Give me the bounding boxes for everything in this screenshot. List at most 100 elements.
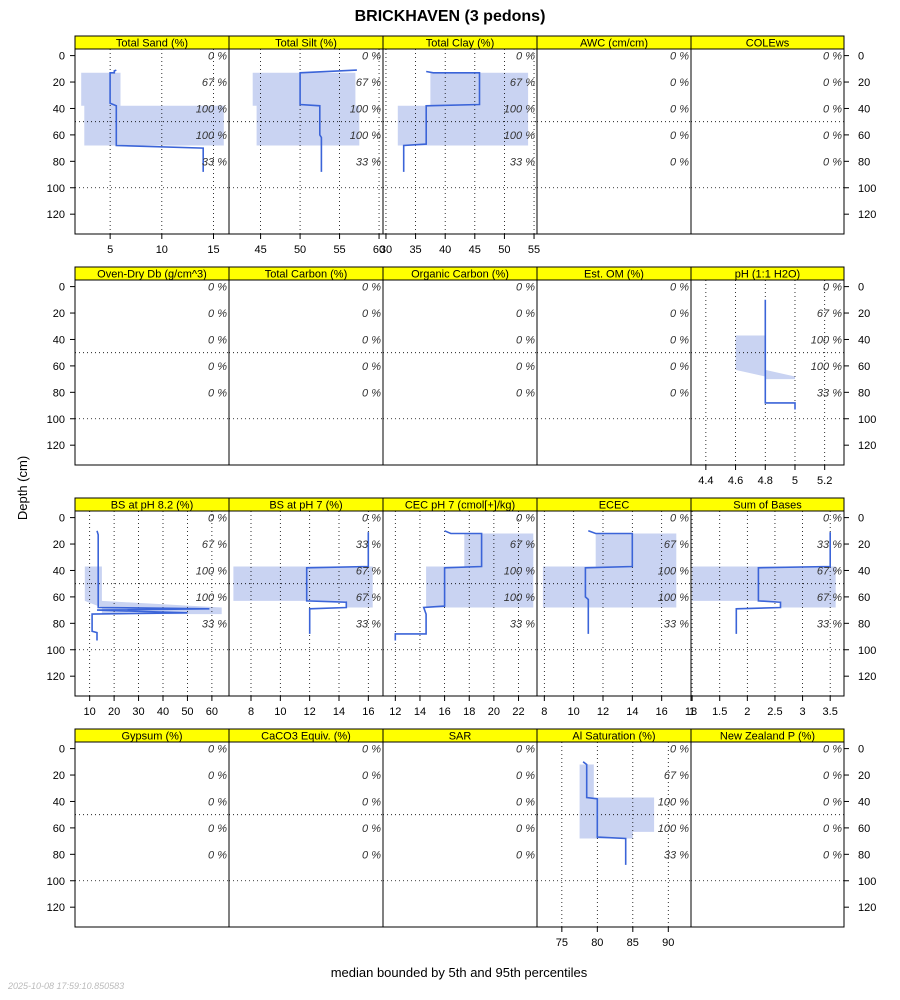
y-tick-label: 20 [53, 539, 65, 551]
panel: CEC pH 7 (cmol[+]/kg)0 % 67 % 100 % 100 % 33… [382, 497, 538, 718]
contributing-fraction-label: 0 % [362, 361, 381, 373]
timestamp: 2025-10-08 17:59:10.850583 [7, 981, 124, 991]
panel-strip-label: CaCO3 Equiv. (%) [261, 731, 351, 743]
x-tick-label: 20 [488, 706, 500, 718]
contributing-fraction-label: 33 % [356, 539, 381, 551]
y-tick-label: 100 [47, 183, 65, 195]
y-tick-label: 60 [53, 361, 65, 373]
contributing-fraction-label: 0 % [208, 51, 227, 63]
median-line [109, 69, 204, 172]
contributing-fraction-label: 0 % [670, 387, 689, 399]
y-tick-label: 100 [858, 876, 876, 888]
contributing-fraction-label: 0 % [362, 849, 381, 861]
x-tick-label: 50 [181, 706, 193, 718]
y-tick-label: 40 [53, 796, 65, 808]
y-tick-label: 120 [858, 209, 876, 221]
contributing-fraction-label: 0 % [208, 361, 227, 373]
y-tick-label: 80 [858, 156, 870, 168]
y-tick-label: 20 [858, 77, 870, 89]
contributing-fraction-label: 0 % [823, 156, 842, 168]
contributing-fraction-label: 0 % [670, 282, 689, 294]
y-tick-label: 0 [858, 51, 864, 63]
panel-strip-label: Organic Carbon (%) [411, 269, 509, 281]
contributing-fraction-label: 67 % [510, 77, 535, 89]
contributing-fraction-label: 67 % [356, 592, 381, 604]
panel: COLEws 0 % 0 % 0 % 0 % 0 % [690, 35, 845, 235]
x-tick-label: 14 [626, 706, 638, 718]
x-tick-label: 4.8 [758, 475, 773, 487]
contributing-fraction-label: 100 % [350, 103, 381, 115]
contributing-fraction-label: 100 % [196, 130, 227, 142]
panel-strip-label: BS at pH 8.2 (%) [111, 500, 194, 512]
contributing-fraction-label: 100 % [658, 823, 689, 835]
contributing-fraction-label: 0 % [823, 130, 842, 142]
panel: pH (1:1 H2O) 0 % 67 % 100 % 100 % 33 % 4.4 4.6 4… [690, 266, 845, 487]
median-line [582, 761, 627, 865]
panel-strip-label: AWC (cm/cm) [580, 38, 648, 50]
x-tick-label: 5.2 [817, 475, 832, 487]
contributing-fraction-label: 100 % [196, 103, 227, 115]
contributing-fraction-label: 100 % [658, 592, 689, 604]
contributing-fraction-label: 0 % [362, 513, 381, 525]
y-tick-label: 80 [858, 849, 870, 861]
panel-strip-label: CEC pH 7 (cmol[+]/kg) [405, 500, 515, 512]
median-line [305, 532, 370, 634]
x-tick-label: 2 [744, 706, 750, 718]
contributing-fraction-label: 0 % [362, 51, 381, 63]
y-tick-label: 60 [53, 592, 65, 604]
y-tick-label: 100 [47, 645, 65, 657]
y-tick-label: 120 [47, 671, 65, 683]
x-tick-label: 10 [84, 706, 96, 718]
x-tick-label: 14 [333, 706, 345, 718]
panel-frame [690, 279, 845, 466]
contributing-fraction-label: 0 % [208, 334, 227, 346]
panel: AWC (cm/cm) 0 % 0 % 0 % 0 % 0 % [536, 35, 692, 235]
contributing-fraction-label: 100 % [196, 565, 227, 577]
contributing-fraction-label: 0 % [823, 770, 842, 782]
panel-strip-label: COLEws [746, 38, 790, 50]
contributing-fraction-label: 0 % [208, 513, 227, 525]
percentile-band [692, 566, 836, 608]
y-tick-label: 0 [858, 513, 864, 525]
panel: Total Clay (%) 0 % 67 % 100 % 100 % 33 % 30 35 4… [380, 35, 540, 256]
x-tick-label: 85 [627, 937, 639, 949]
x-tick-label: 16 [362, 706, 374, 718]
contributing-fraction-label: 67 % [202, 539, 227, 551]
y-tick-label: 60 [858, 130, 870, 142]
x-tick-label: 30 [132, 706, 144, 718]
y-tick-label: 120 [47, 440, 65, 452]
panel-strip-label: BS at pH 7 (%) [269, 500, 342, 512]
y-tick-label: 80 [53, 849, 65, 861]
panel-grid: Total Sand (%)0 %67 %100 %100 %33 %5 10 15… [47, 35, 876, 949]
x-tick-label: 3.5 [823, 706, 838, 718]
contributing-fraction-label: 0 % [362, 387, 381, 399]
y-tick-label: 40 [53, 334, 65, 346]
contributing-fraction-label: 0 % [823, 51, 842, 63]
y-tick-label: 20 [53, 770, 65, 782]
contributing-fraction-label: 100 % [811, 334, 842, 346]
y-tick-label: 20 [53, 77, 65, 89]
panel-strip-label: Sum of Bases [733, 500, 802, 512]
x-tick-label: 30 [380, 244, 392, 256]
panel: BS at pH 8.2 (%) 0 % 67 % 100 % 100 % 33 % 10 2… [74, 497, 230, 718]
y-tick-label: 60 [858, 592, 870, 604]
chart-title: BRICKHAVEN (3 pedons) [355, 8, 546, 25]
x-tick-label: 12 [304, 706, 316, 718]
panel-frame [690, 48, 845, 235]
contributing-fraction-label: 0 % [362, 796, 381, 808]
panel-frame [382, 741, 538, 928]
y-tick-label: 80 [858, 618, 870, 630]
contributing-fraction-label: 100 % [811, 361, 842, 373]
contributing-fraction-label: 0 % [516, 282, 535, 294]
contributing-fraction-label: 0 % [208, 744, 227, 756]
percentile-band [579, 764, 655, 839]
contributing-fraction-label: 0 % [362, 744, 381, 756]
contributing-fraction-label: 33 % [356, 156, 381, 168]
contributing-fraction-label: 67 % [356, 77, 381, 89]
contributing-fraction-label: 0 % [670, 130, 689, 142]
x-tick-label: 16 [656, 706, 668, 718]
contributing-fraction-label: 0 % [362, 823, 381, 835]
contributing-fraction-label: 0 % [516, 796, 535, 808]
panel-frame [690, 741, 845, 928]
contributing-fraction-label: 33 % [817, 539, 842, 551]
